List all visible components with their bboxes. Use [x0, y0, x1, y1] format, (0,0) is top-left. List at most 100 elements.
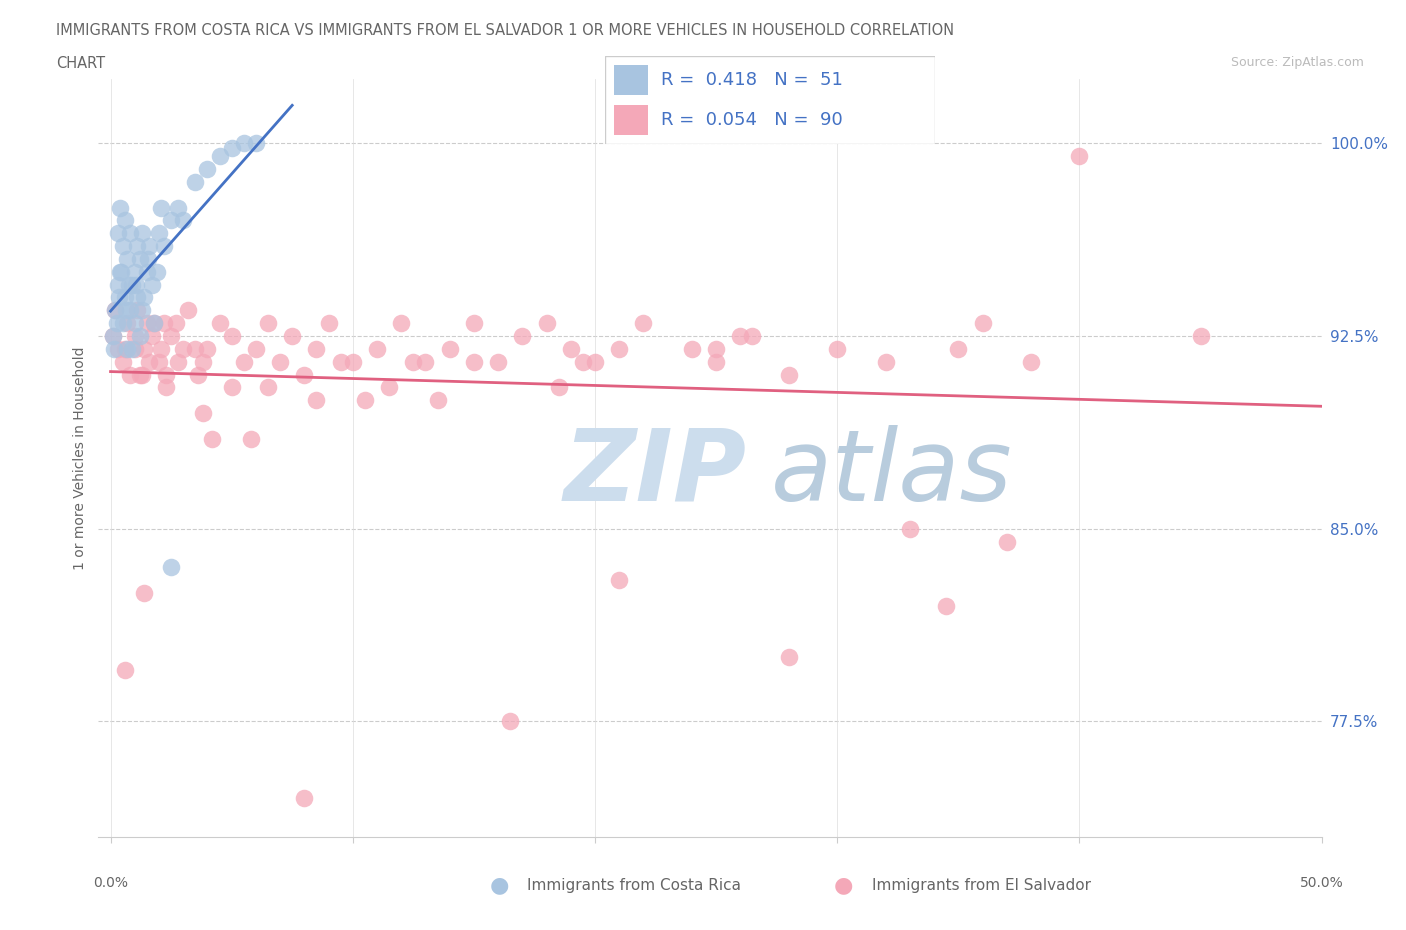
- Point: [134, 586, 156, 601]
- Point: [141, 277, 163, 292]
- Point: [366, 341, 388, 356]
- Point: [778, 367, 800, 382]
- Point: [633, 315, 655, 330]
- Point: [124, 315, 146, 330]
- Point: [704, 354, 727, 369]
- Point: [124, 341, 146, 356]
- Point: [825, 341, 848, 356]
- Point: [704, 341, 727, 356]
- Point: [160, 328, 183, 343]
- Point: [221, 380, 243, 395]
- Text: R =  0.418   N =  51: R = 0.418 N = 51: [661, 71, 842, 88]
- Point: [134, 341, 156, 356]
- Point: [245, 341, 267, 356]
- Point: [153, 315, 176, 330]
- Point: [117, 251, 139, 266]
- Point: [318, 315, 340, 330]
- Point: [131, 303, 153, 318]
- Point: [972, 315, 994, 330]
- Point: [111, 354, 134, 369]
- Point: [378, 380, 401, 395]
- Point: [124, 328, 146, 343]
- Point: [221, 141, 243, 156]
- Point: [148, 354, 170, 369]
- Point: [107, 277, 129, 292]
- Point: [439, 341, 461, 356]
- Point: [135, 264, 157, 279]
- Point: [875, 354, 897, 369]
- Point: [150, 341, 173, 356]
- Point: [499, 714, 522, 729]
- Point: [354, 392, 377, 407]
- Point: [389, 315, 412, 330]
- Point: [191, 354, 214, 369]
- Point: [107, 341, 129, 356]
- Point: [191, 405, 214, 420]
- Point: [281, 328, 304, 343]
- Point: [104, 303, 127, 318]
- Point: [125, 277, 148, 292]
- Bar: [614, 65, 648, 95]
- Point: [160, 560, 183, 575]
- Point: [197, 341, 219, 356]
- Point: [184, 341, 207, 356]
- Point: [138, 239, 160, 254]
- Point: [197, 162, 219, 177]
- Point: [269, 354, 291, 369]
- Point: [143, 315, 166, 330]
- Point: [898, 521, 921, 536]
- Point: [108, 290, 131, 305]
- Text: ●: ●: [489, 875, 509, 896]
- Point: [127, 239, 149, 254]
- Point: [118, 367, 141, 382]
- Point: [257, 315, 280, 330]
- Point: [560, 341, 582, 356]
- Point: [681, 341, 703, 356]
- Point: [426, 392, 449, 407]
- Point: [329, 354, 352, 369]
- Point: [232, 354, 254, 369]
- Point: [292, 367, 315, 382]
- Point: [184, 175, 207, 190]
- Point: [131, 367, 153, 382]
- Point: [136, 251, 159, 266]
- Point: [117, 341, 139, 356]
- Y-axis label: 1 or more Vehicles in Household: 1 or more Vehicles in Household: [73, 346, 87, 570]
- Point: [111, 315, 134, 330]
- Point: [127, 303, 149, 318]
- Point: [167, 200, 190, 215]
- Point: [208, 315, 231, 330]
- Text: Immigrants from El Salvador: Immigrants from El Salvador: [872, 878, 1091, 893]
- Point: [935, 598, 957, 613]
- Point: [117, 315, 139, 330]
- Point: [305, 392, 328, 407]
- Point: [167, 354, 190, 369]
- Text: Source: ZipAtlas.com: Source: ZipAtlas.com: [1230, 56, 1364, 69]
- Point: [101, 328, 124, 343]
- Point: [948, 341, 970, 356]
- Text: Immigrants from Costa Rica: Immigrants from Costa Rica: [527, 878, 741, 893]
- Point: [155, 380, 177, 395]
- Text: R =  0.054   N =  90: R = 0.054 N = 90: [661, 112, 842, 129]
- Point: [583, 354, 606, 369]
- Point: [177, 303, 200, 318]
- Point: [114, 290, 136, 305]
- Point: [128, 367, 150, 382]
- Point: [111, 239, 134, 254]
- Point: [607, 573, 630, 588]
- Point: [121, 341, 143, 356]
- Point: [160, 213, 183, 228]
- Point: [104, 303, 127, 318]
- Point: [145, 264, 167, 279]
- Point: [510, 328, 533, 343]
- Point: [208, 149, 231, 164]
- Point: [1189, 328, 1212, 343]
- Text: IMMIGRANTS FROM COSTA RICA VS IMMIGRANTS FROM EL SALVADOR 1 OR MORE VEHICLES IN : IMMIGRANTS FROM COSTA RICA VS IMMIGRANTS…: [56, 23, 955, 38]
- Point: [607, 341, 630, 356]
- Text: 0.0%: 0.0%: [93, 875, 128, 889]
- Point: [221, 328, 243, 343]
- Point: [131, 226, 153, 241]
- Point: [128, 251, 150, 266]
- Point: [148, 226, 170, 241]
- Point: [995, 534, 1018, 549]
